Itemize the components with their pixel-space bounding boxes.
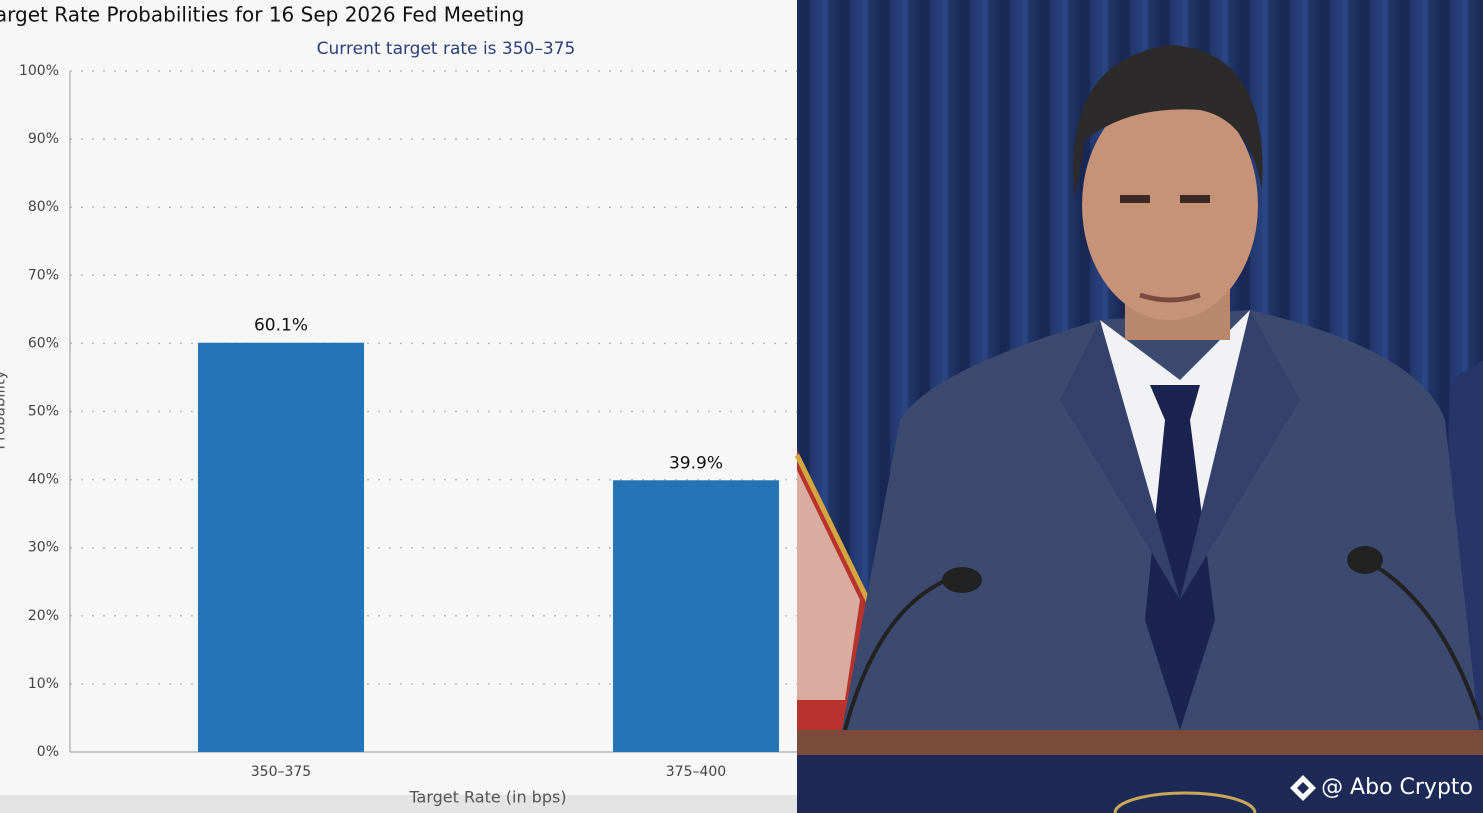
bar bbox=[613, 480, 779, 752]
y-tick-label: 10% bbox=[28, 676, 59, 692]
y-tick-label: 0% bbox=[37, 744, 59, 760]
watermark: @ Abo Crypto bbox=[1321, 775, 1473, 800]
y-tick-label: 70% bbox=[28, 267, 59, 283]
scrollbar bbox=[0, 795, 797, 813]
y-tick-label: 90% bbox=[28, 131, 59, 147]
x-axis-label: Target Rate (in bps) bbox=[408, 788, 566, 807]
chart-title: Target Rate Probabilities for 16 Sep 202… bbox=[0, 3, 524, 27]
chart: Target Rate Probabilities for 16 Sep 202… bbox=[0, 3, 797, 807]
y-tick-label: 80% bbox=[28, 199, 59, 215]
y-tick-label: 40% bbox=[28, 472, 59, 488]
y-tick-label: 50% bbox=[28, 404, 59, 420]
video-panel: @ Abo Crypto bbox=[794, 0, 1483, 813]
y-axis-label: Probability bbox=[0, 370, 9, 449]
x-tick-label: 350–375 bbox=[251, 764, 311, 780]
y-tick-label: 20% bbox=[28, 608, 59, 624]
value-label: 39.9% bbox=[669, 453, 723, 473]
y-tick-label: 30% bbox=[28, 540, 59, 556]
y-tick-label: 100% bbox=[19, 63, 59, 79]
y-tick-label: 60% bbox=[28, 335, 59, 351]
chart-subtitle: Current target rate is 350–375 bbox=[317, 39, 576, 59]
x-tick-label: 375–400 bbox=[666, 764, 726, 780]
bar bbox=[198, 342, 364, 752]
value-label: 60.1% bbox=[254, 316, 308, 336]
